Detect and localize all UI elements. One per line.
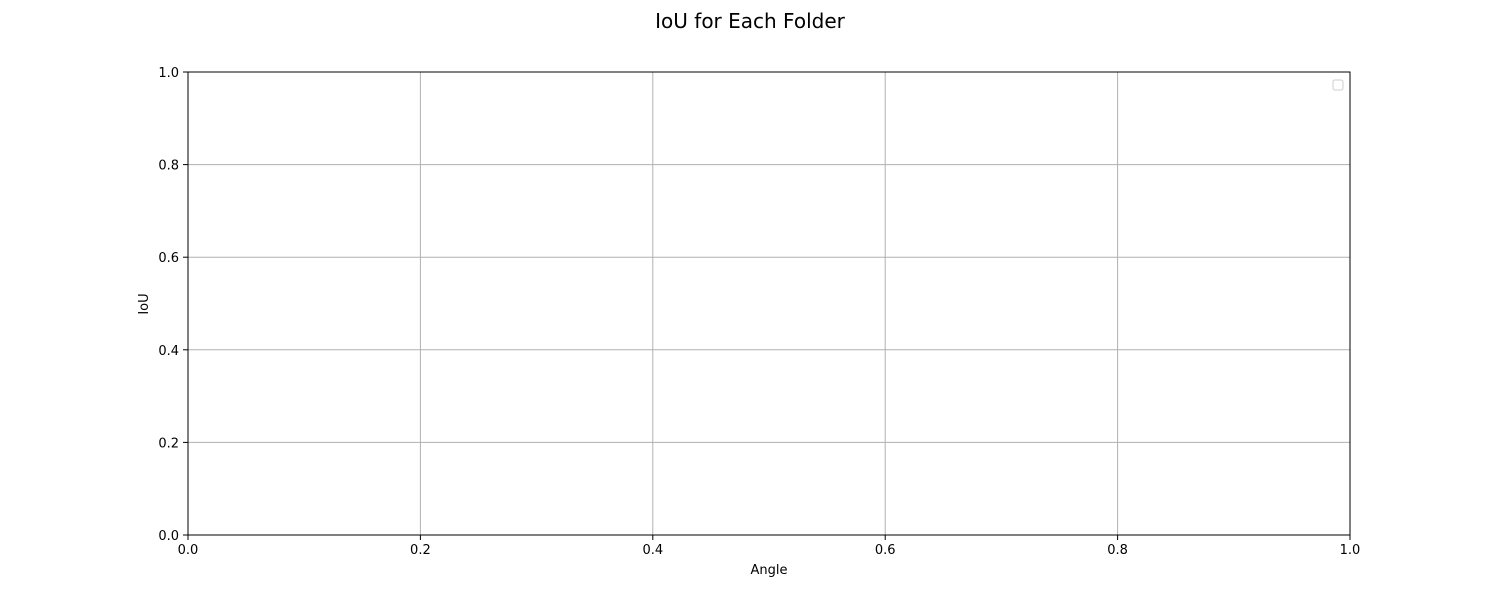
x-tick-label: 1.0 bbox=[1340, 543, 1361, 558]
legend bbox=[1332, 79, 1344, 91]
y-tick-label: 0.6 bbox=[158, 251, 179, 266]
y-axis-label: IoU bbox=[137, 293, 152, 314]
chart-title: IoU for Each Folder bbox=[655, 9, 845, 33]
y-tick-label: 0.4 bbox=[158, 344, 179, 359]
x-tick-label: 0.4 bbox=[642, 543, 663, 558]
y-tick-label: 1.0 bbox=[158, 66, 179, 81]
x-tick-label: 0.0 bbox=[178, 543, 199, 558]
x-tick-label: 0.2 bbox=[410, 543, 431, 558]
y-tick-label: 0.0 bbox=[158, 529, 179, 544]
x-tick-label: 0.8 bbox=[1107, 543, 1128, 558]
plot-frame bbox=[187, 71, 1351, 536]
x-tick-label: 0.6 bbox=[875, 543, 896, 558]
x-axis-label: Angle bbox=[751, 563, 788, 578]
grid-lines bbox=[187, 71, 1351, 536]
y-tick-label: 0.2 bbox=[158, 436, 179, 451]
axis-ticks: 0.0 0.2 0.4 0.6 0.8 1.0 0.0 0.2 0.4 0.6 0.8 1.0 bbox=[158, 66, 1360, 558]
legend-box bbox=[1332, 79, 1344, 91]
y-tick-label: 0.8 bbox=[158, 159, 179, 174]
